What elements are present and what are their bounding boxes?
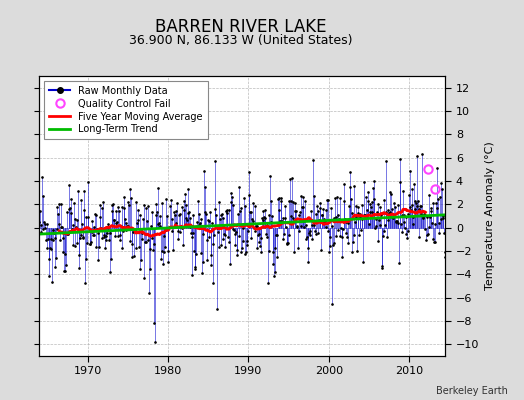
Legend: Raw Monthly Data, Quality Control Fail, Five Year Moving Average, Long-Term Tren: Raw Monthly Data, Quality Control Fail, … — [44, 81, 208, 139]
Y-axis label: Temperature Anomaly (°C): Temperature Anomaly (°C) — [485, 142, 495, 290]
Text: Berkeley Earth: Berkeley Earth — [436, 386, 508, 396]
Text: 36.900 N, 86.133 W (United States): 36.900 N, 86.133 W (United States) — [129, 34, 353, 47]
Text: BARREN RIVER LAKE: BARREN RIVER LAKE — [155, 18, 327, 36]
